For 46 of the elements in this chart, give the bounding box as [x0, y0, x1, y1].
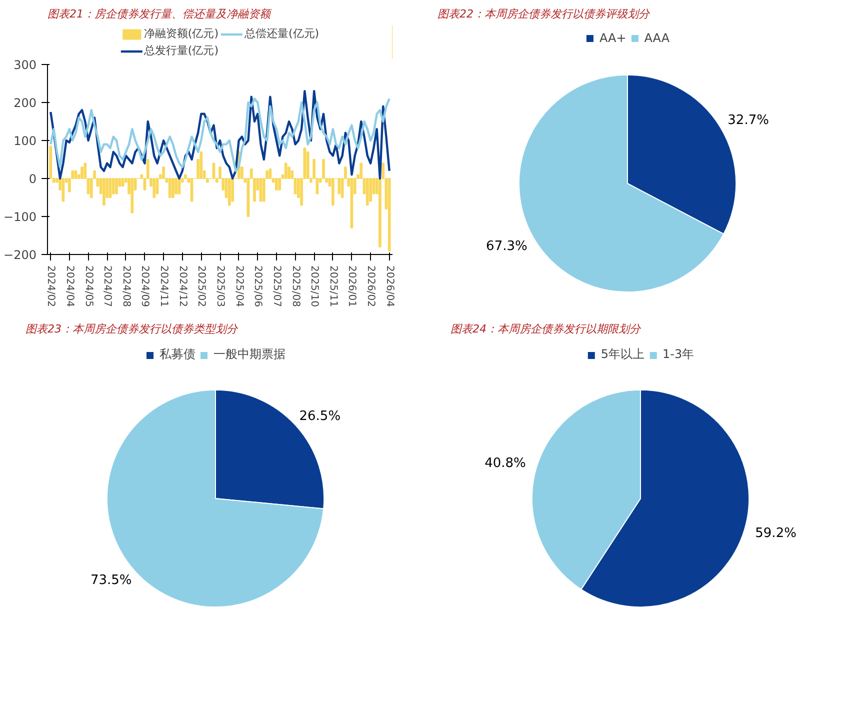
x-tick-label: 2025/02: [196, 266, 207, 308]
chart-title: 图表21：房企债券发行量、偿还量及净融资额: [48, 8, 272, 20]
chart-title: 图表24：本周房企债券发行以期限划分: [450, 322, 642, 336]
legend-label: 私募债: [160, 346, 196, 363]
legend-label: AAA: [644, 31, 670, 45]
x-tick-label: 2024/08: [120, 266, 132, 308]
x-tick-label: 2024/12: [176, 266, 188, 308]
line-series: [50, 90, 390, 180]
legend-label: 一般中期票据: [214, 346, 286, 363]
x-tick-label: 2024/02: [45, 266, 56, 308]
data-label: 32.7%: [728, 112, 769, 128]
data-label: 67.3%: [486, 239, 528, 254]
legend-label: 5年以上: [600, 346, 645, 363]
legend-label: 总偿还量(亿元): [244, 26, 320, 41]
x-tick-label: 2024/11: [158, 266, 170, 308]
y-tick-label: 0: [28, 172, 37, 186]
chart-title: 图表22：本周房企债券发行以债券评级划分: [438, 8, 650, 20]
x-tick-label: 2026/02: [365, 266, 376, 308]
x-tick-label: 2024/04: [64, 266, 75, 308]
data-label: 40.8%: [484, 456, 526, 472]
x-tick-label: 2026/01: [346, 266, 358, 308]
y-tick-label: 200: [14, 96, 36, 110]
x-tick-label: 2026/04: [384, 266, 395, 308]
x-tick-label: 2024/07: [102, 266, 113, 308]
y-tick-label: 300: [14, 58, 36, 72]
y-tick-label: 100: [14, 134, 36, 148]
data-label: 73.5%: [90, 573, 132, 588]
y-tick-label: −100: [4, 210, 37, 224]
x-tick-label: 2025/06: [252, 266, 264, 308]
x-tick-label: 2025/10: [308, 266, 320, 308]
legend-label: AA+: [599, 31, 626, 45]
x-tick-label: 2025/04: [233, 266, 244, 308]
x-tick-label: 2025/08: [290, 266, 301, 308]
legend-label: 1-3年: [662, 346, 694, 363]
x-tick-label: 2025/11: [327, 266, 338, 308]
legend-label: 总发行量(亿元): [144, 43, 218, 58]
data-label: 59.2%: [755, 526, 796, 541]
line-series: [50, 98, 390, 172]
data-label: 26.5%: [299, 408, 341, 424]
y-tick-label: −200: [4, 248, 37, 262]
x-tick-label: 2024/09: [139, 266, 150, 308]
x-tick-label: 2024/05: [82, 266, 94, 308]
chart-title: 图表23：本周房企债券发行以债券类型划分: [26, 322, 238, 336]
legend-label: 净融资额(亿元): [144, 26, 218, 41]
x-tick-label: 2025/03: [214, 266, 226, 308]
x-tick-label: 2025/07: [270, 266, 282, 308]
